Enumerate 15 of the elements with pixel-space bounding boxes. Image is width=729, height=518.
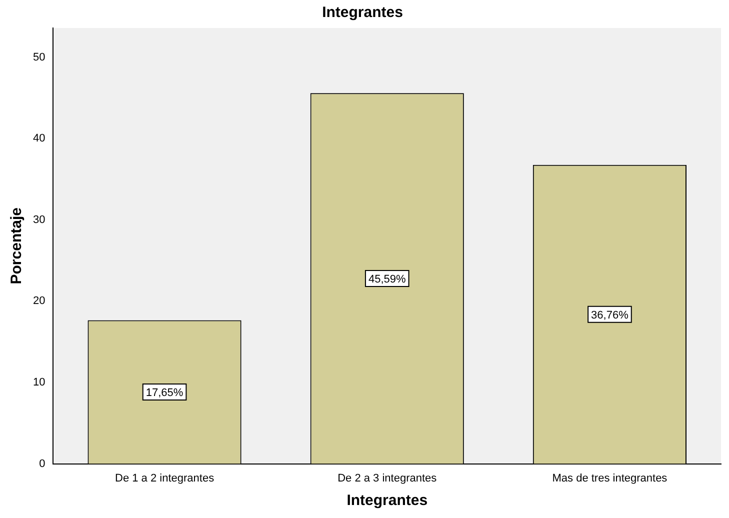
x-axis-title: Integrantes [346, 492, 428, 510]
y-tick-label: 10 [32, 376, 46, 389]
y-tick-label: 0 [39, 458, 46, 470]
x-tick-label: De 2 a 3 integrantes [338, 472, 438, 484]
y-axis-title: Porcentaje [8, 208, 26, 284]
data-label: 45,59% [368, 273, 406, 286]
y-tick-label: 20 [32, 295, 46, 308]
x-tick-label: De 1 a 2 integrantes [114, 472, 215, 484]
data-label: 17,65% [146, 387, 184, 400]
y-tick-label: 40 [32, 132, 46, 145]
data-label: 36,76% [591, 309, 629, 322]
y-tick-label: 50 [32, 51, 46, 64]
chart-title: Integrantes [322, 4, 403, 22]
y-tick-label: 30 [32, 214, 46, 226]
x-tick-label: Mas de tres integrantes [552, 472, 668, 484]
